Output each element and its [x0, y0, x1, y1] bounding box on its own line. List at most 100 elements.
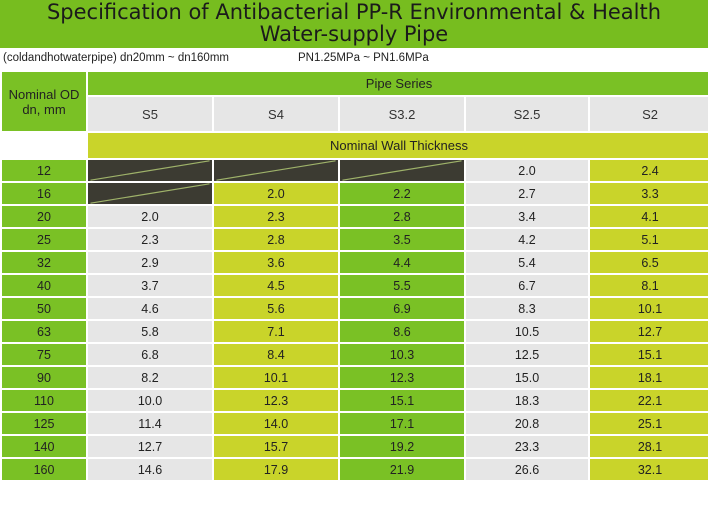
- thickness-cell: 10.0: [86, 388, 214, 413]
- dn-cell: 25: [0, 227, 88, 252]
- thickness-cell: 3.7: [86, 273, 214, 298]
- empty-corner-cell: [0, 131, 88, 160]
- thickness-cell: 10.5: [464, 319, 590, 344]
- thickness-cell: 7.1: [212, 319, 340, 344]
- table-row: 25 2.3 2.8 3.5 4.2 5.1: [0, 227, 708, 252]
- thickness-cell: 2.4: [587, 158, 708, 183]
- dn-cell: 110: [0, 388, 88, 413]
- table-row: 90 8.2 10.1 12.3 15.0 18.1: [0, 365, 708, 390]
- thickness-cell: 28.1: [587, 434, 708, 459]
- pipe-series-header: Pipe Series: [85, 70, 708, 97]
- thickness-cell: 8.6: [338, 319, 466, 344]
- subtitle-range-dn: (coldandhotwaterpipe) dn20mm ~ dn160mm: [3, 52, 229, 64]
- table-row: 12 2.0 2.4: [0, 158, 708, 183]
- thickness-cell: 10.1: [212, 365, 340, 390]
- thickness-cell: 2.0: [86, 204, 214, 229]
- thickness-cell: 5.6: [212, 296, 340, 321]
- dn-cell: 125: [0, 411, 88, 436]
- thickness-cell: 12.7: [86, 434, 214, 459]
- table-row: 110 10.0 12.3 15.1 18.3 22.1: [0, 388, 708, 413]
- thickness-cell: 6.9: [338, 296, 466, 321]
- thickness-cell: 2.0: [464, 158, 590, 183]
- dn-cell: 16: [0, 181, 88, 206]
- thickness-cell: 4.6: [86, 296, 214, 321]
- table-row: 75 6.8 8.4 10.3 12.5 15.1: [0, 342, 708, 367]
- thickness-cell: 8.4: [212, 342, 340, 367]
- thickness-cell: 21.9: [338, 457, 466, 482]
- table-row: 140 12.7 15.7 19.2 23.3 28.1: [0, 434, 708, 459]
- not-applicable-cell: [212, 158, 340, 183]
- table-row: 32 2.9 3.6 4.4 5.4 6.5: [0, 250, 708, 275]
- dn-cell: 12: [0, 158, 88, 183]
- thickness-cell: 3.4: [464, 204, 590, 229]
- thickness-cell: 8.3: [464, 296, 590, 321]
- table-row: 20 2.0 2.3 2.8 3.4 4.1: [0, 204, 708, 229]
- thickness-cell: 8.1: [587, 273, 708, 298]
- thickness-cell: 3.6: [212, 250, 340, 275]
- thickness-cell: 15.1: [338, 388, 466, 413]
- thickness-cell: 2.9: [86, 250, 214, 275]
- thickness-cell: 12.5: [464, 342, 590, 367]
- spec-table: Nominal OD dn, mm Pipe Series S5 S4 S3.2…: [0, 70, 708, 482]
- thickness-cell: 17.9: [212, 457, 340, 482]
- table-row: 16 2.0 2.2 2.7 3.3: [0, 181, 708, 206]
- subtitle-bar: (coldandhotwaterpipe) dn20mm ~ dn160mm P…: [0, 48, 708, 69]
- thickness-cell: 15.0: [464, 365, 590, 390]
- dn-cell: 32: [0, 250, 88, 275]
- thickness-cell: 4.2: [464, 227, 590, 252]
- series-header: S2: [587, 95, 708, 133]
- thickness-cell: 18.3: [464, 388, 590, 413]
- thickness-cell: 8.2: [86, 365, 214, 390]
- thickness-cell: 5.1: [587, 227, 708, 252]
- nominal-od-header: Nominal OD dn, mm: [0, 70, 88, 133]
- thickness-cell: 32.1: [587, 457, 708, 482]
- thickness-cell: 6.5: [587, 250, 708, 275]
- thickness-cell: 11.4: [86, 411, 214, 436]
- series-header: S3.2: [338, 95, 466, 133]
- thickness-cell: 12.3: [338, 365, 466, 390]
- thickness-cell: 2.2: [338, 181, 466, 206]
- thickness-cell: 4.5: [212, 273, 340, 298]
- thickness-cell: 12.3: [212, 388, 340, 413]
- thickness-cell: 12.7: [587, 319, 708, 344]
- title-line-1: Specification of Antibacterial PP-R Envi…: [46, 0, 662, 24]
- table-row: 63 5.8 7.1 8.6 10.5 12.7: [0, 319, 708, 344]
- thickness-cell: 2.3: [212, 204, 340, 229]
- subtitle-pressure: PN1.25MPa ~ PN1.6MPa: [298, 52, 429, 64]
- dn-cell: 20: [0, 204, 88, 229]
- thickness-cell: 6.8: [86, 342, 214, 367]
- dn-cell: 75: [0, 342, 88, 367]
- not-applicable-cell: [338, 158, 466, 183]
- thickness-cell: 5.8: [86, 319, 214, 344]
- dn-cell: 140: [0, 434, 88, 459]
- thickness-cell: 19.2: [338, 434, 466, 459]
- table-row: 50 4.6 5.6 6.9 8.3 10.1: [0, 296, 708, 321]
- thickness-cell: 15.7: [212, 434, 340, 459]
- table-row: 125 11.4 14.0 17.1 20.8 25.1: [0, 411, 708, 436]
- dn-cell: 160: [0, 457, 88, 482]
- thickness-cell: 10.3: [338, 342, 466, 367]
- dn-cell: 40: [0, 273, 88, 298]
- wall-thickness-header: Nominal Wall Thickness: [85, 131, 708, 160]
- not-applicable-cell: [86, 158, 214, 183]
- thickness-cell: 2.3: [86, 227, 214, 252]
- series-header: S2.5: [464, 95, 590, 133]
- series-header: S5: [86, 95, 214, 133]
- table-row: 160 14.6 17.9 21.9 26.6 32.1: [0, 457, 708, 482]
- document-title: Specification of Antibacterial PP-R Envi…: [0, 0, 708, 48]
- thickness-cell: 2.8: [212, 227, 340, 252]
- thickness-cell: 2.7: [464, 181, 590, 206]
- dn-cell: 90: [0, 365, 88, 390]
- dn-cell: 63: [0, 319, 88, 344]
- thickness-cell: 20.8: [464, 411, 590, 436]
- thickness-cell: 5.5: [338, 273, 466, 298]
- thickness-cell: 22.1: [587, 388, 708, 413]
- not-applicable-cell: [86, 181, 214, 206]
- thickness-cell: 3.3: [587, 181, 708, 206]
- thickness-cell: 26.6: [464, 457, 590, 482]
- thickness-cell: 4.4: [338, 250, 466, 275]
- thickness-cell: 25.1: [587, 411, 708, 436]
- thickness-cell: 18.1: [587, 365, 708, 390]
- thickness-cell: 2.0: [212, 181, 340, 206]
- thickness-cell: 3.5: [338, 227, 466, 252]
